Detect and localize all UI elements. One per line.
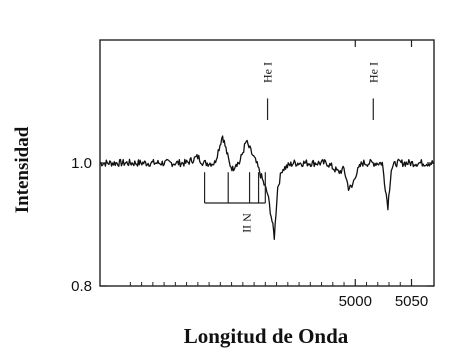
y-tick-label-0: 0.8 bbox=[71, 278, 92, 295]
hei-label-0: He I bbox=[261, 62, 275, 83]
nii-label: N II bbox=[240, 213, 254, 233]
plot-area bbox=[99, 135, 435, 241]
spectrum-line bbox=[99, 135, 435, 241]
ticks: 5000 5050 0.8 1.0 bbox=[71, 40, 434, 310]
x-tick-label-5050: 5050 bbox=[395, 293, 428, 310]
x-tick-label-5000: 5000 bbox=[339, 293, 372, 310]
annotations: N II He I He I bbox=[203, 62, 380, 233]
x-axis-label: Longitud de Onda bbox=[184, 324, 349, 348]
y-axis-label: Intensidad bbox=[12, 126, 33, 213]
y-tick-label-1: 1.0 bbox=[71, 155, 92, 172]
hei-label-1: He I bbox=[366, 62, 380, 83]
